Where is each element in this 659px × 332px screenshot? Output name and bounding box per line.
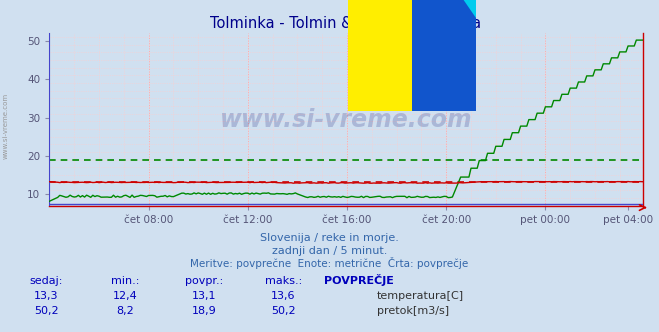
Text: 13,3: 13,3 <box>34 291 59 301</box>
Text: www.si-vreme.com: www.si-vreme.com <box>2 93 9 159</box>
Text: temperatura[C]: temperatura[C] <box>377 291 464 301</box>
Text: 50,2: 50,2 <box>34 306 59 316</box>
Bar <box>348 0 412 112</box>
Text: povpr.:: povpr.: <box>185 276 223 286</box>
Text: 50,2: 50,2 <box>271 306 296 316</box>
Text: POVPREČJE: POVPREČJE <box>324 274 394 286</box>
Text: 12,4: 12,4 <box>113 291 138 301</box>
Text: sedaj:: sedaj: <box>30 276 63 286</box>
Bar <box>412 0 476 112</box>
Text: min.:: min.: <box>111 276 140 286</box>
Text: 13,6: 13,6 <box>271 291 296 301</box>
Text: maks.:: maks.: <box>265 276 302 286</box>
Text: www.si-vreme.com: www.si-vreme.com <box>219 108 473 131</box>
Text: Meritve: povprečne  Enote: metrične  Črta: povprečje: Meritve: povprečne Enote: metrične Črta:… <box>190 257 469 269</box>
Text: zadnji dan / 5 minut.: zadnji dan / 5 minut. <box>272 246 387 256</box>
Text: 13,1: 13,1 <box>192 291 217 301</box>
Text: Slovenija / reke in morje.: Slovenija / reke in morje. <box>260 233 399 243</box>
Title: Tolminka - Tolmin & Ledava - Čentiba: Tolminka - Tolmin & Ledava - Čentiba <box>210 16 482 31</box>
Polygon shape <box>412 0 476 18</box>
Text: pretok[m3/s]: pretok[m3/s] <box>377 306 449 316</box>
Text: 8,2: 8,2 <box>117 306 134 316</box>
Text: 18,9: 18,9 <box>192 306 217 316</box>
